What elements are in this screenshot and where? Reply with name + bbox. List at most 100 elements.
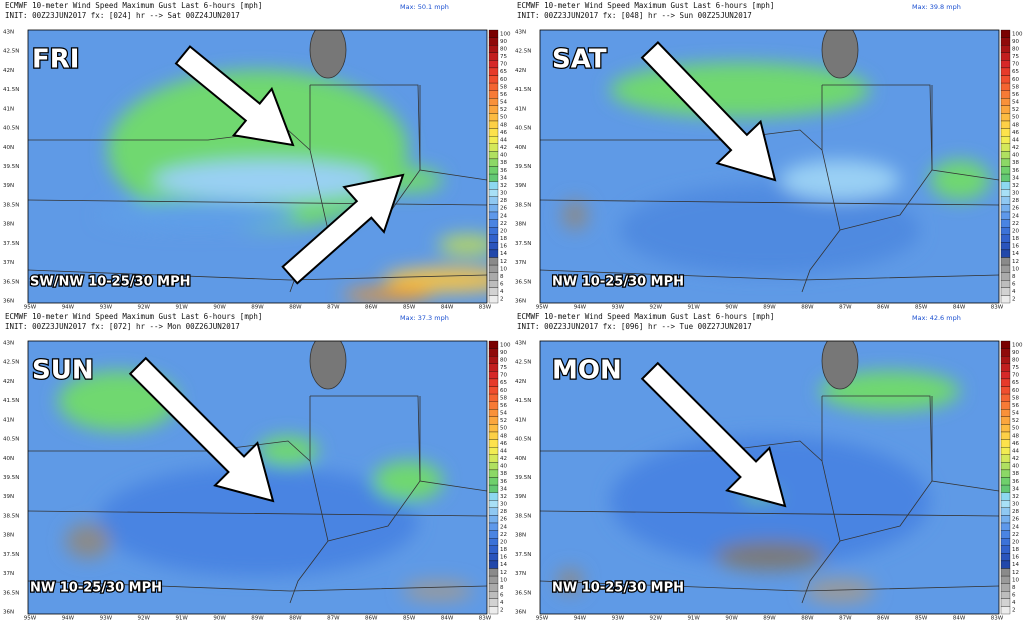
state-border [931,85,999,181]
colorbar-cell [1000,98,1011,106]
colorbar-label: 52 [1012,418,1019,424]
arrow [281,173,405,285]
colorbar-cell [488,189,499,197]
max-gust: Max: 37.3 mph [400,314,449,322]
colorbar-label: 18 [1012,547,1019,553]
colorbar-cell [1000,378,1011,387]
map-area [28,30,487,303]
colorbar-label: 24 [1012,213,1019,219]
gust-field [780,160,900,200]
colorbar-label: 42 [500,145,507,151]
lon-label: 90W [725,616,738,622]
colorbar-label: 12 [1012,570,1019,576]
gust-field [620,185,920,275]
colorbar-cell [488,280,499,288]
day-label: SAT [552,45,607,75]
colorbar-label: 20 [500,228,507,234]
colorbar-label: 100 [1012,31,1023,37]
colorbar-cell [1000,52,1011,61]
colorbar-cell [1000,409,1011,417]
lat-label: 36.5N [515,279,531,285]
colorbar-label: 58 [1012,84,1019,90]
colorbar-cell [1000,371,1011,380]
gust-field [98,466,418,576]
colorbar-cell [488,158,499,167]
colorbar-cell [1000,515,1011,524]
lon-label: 93W [612,616,625,622]
lon-label: 94W [62,616,75,622]
colorbar-label: 6 [500,282,504,288]
lon-label: 84W [441,305,454,311]
colorbar-cell [488,431,499,440]
lon-label: 93W [100,616,113,622]
colorbar-label: 20 [1012,539,1019,545]
state-border [540,199,999,206]
colorbar-cell [488,575,499,584]
lake [309,30,347,79]
colorbar-label: 18 [500,236,507,242]
panel-init: INIT: 00Z23JUN2017 fx: [096] hr --> Tue … [517,322,752,331]
lat-label: 37.5N [515,552,531,558]
colorbar-cell [488,143,499,152]
colorbar-label: 22 [500,532,507,538]
colorbar-label: 65 [1012,380,1019,386]
lat-label: 39.5N [515,475,531,481]
panel-title: ECMWF 10-meter Wind Speed Maximum Gust L… [5,312,262,321]
colorbar-cell [1000,151,1011,160]
colorbar-cell [488,515,499,524]
lat-label: 41.5N [3,87,19,93]
colorbar-cell [488,560,499,569]
colorbar-label: 30 [1012,191,1019,197]
colorbar-cell [1000,37,1011,46]
colorbar-label: 100 [500,31,511,37]
lon-label: 91W [687,616,700,622]
colorbar-cell [488,348,499,357]
colorbar-cell [488,492,499,501]
colorbar-label: 70 [1012,62,1019,68]
fields [58,371,473,601]
lat-label: 41N [515,417,526,423]
arrow [174,45,295,147]
lat-label: 41N [515,106,526,112]
lon-label: 85W [403,305,416,311]
colorbar-cell [1000,166,1011,175]
map-panel: ECMWF 10-meter Wind Speed Maximum Gust L… [3,312,511,622]
colorbar-cell [1000,249,1011,258]
colorbar-cell [488,257,499,266]
colorbar-cell [488,52,499,61]
lon-label: 89W [251,616,264,622]
lon-label: 86W [877,616,890,622]
colorbar-label: 52 [500,418,507,424]
colorbar-label: 36 [500,168,507,174]
lake [821,341,859,390]
lon-label: 92W [138,616,151,622]
lon-label: 83W [479,305,492,311]
colorbar-label: 75 [500,54,507,60]
colorbar-label: 50 [500,426,507,432]
colorbar-cell [488,454,499,463]
colorbar-label: 16 [1012,244,1019,250]
lon-label: 86W [365,616,378,622]
lat-label: 42.5N [3,49,19,55]
colorbar-label: 58 [1012,395,1019,401]
colorbar-label: 65 [1012,69,1019,75]
colorbar-cell [1000,204,1011,213]
lat-label: 38N [515,222,526,228]
colorbar-cell [488,211,499,220]
colorbar-label: 80 [500,357,507,363]
colorbar-cell [1000,530,1011,539]
colorbar-cell [1000,227,1011,235]
colorbar-label: 60 [1012,388,1019,394]
colorbar-cell [1000,424,1011,433]
colorbar-cell [488,37,499,46]
arrow [128,356,275,503]
lon-label: 95W [24,616,37,622]
lat-label: 40.5N [3,437,19,443]
colorbar-label: 56 [500,403,507,409]
lon-label: 84W [953,305,966,311]
colorbar-label: 34 [1012,486,1019,492]
map-panel: ECMWF 10-meter Wind Speed Maximum Gust L… [515,1,1023,311]
arrows [640,361,787,508]
colorbar-cell [1000,401,1011,410]
lon-label: 87W [839,305,852,311]
